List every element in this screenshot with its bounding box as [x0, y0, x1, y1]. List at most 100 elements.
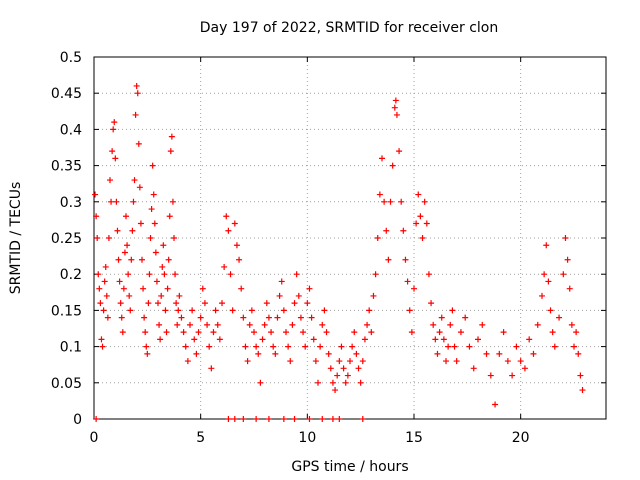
y-tick-label: 0.45 [51, 86, 82, 102]
data-point [479, 321, 486, 328]
data-point [278, 278, 285, 285]
data-point [94, 235, 101, 241]
data-point [152, 249, 159, 256]
data-point [573, 329, 580, 336]
data-point [372, 271, 379, 278]
data-point [98, 336, 105, 343]
data-point [165, 256, 172, 263]
data-point [359, 358, 366, 365]
x-axis-label: GPS time / hours [291, 459, 408, 475]
y-tick-label: 0.2 [60, 267, 82, 283]
data-point [114, 227, 121, 234]
y-axis-label: SRMTID / TECUs [8, 182, 24, 295]
data-point [124, 242, 131, 249]
data-point [517, 358, 524, 365]
data-point [417, 213, 424, 220]
data-point [157, 336, 164, 343]
data-point [571, 343, 577, 350]
data-point [402, 256, 409, 263]
x-tick-label: 15 [405, 430, 423, 446]
data-point [366, 307, 373, 314]
data-point [327, 365, 334, 372]
data-point [160, 242, 167, 249]
data-point [344, 372, 351, 379]
data-point [161, 271, 168, 278]
data-point [176, 292, 183, 299]
data-point [323, 329, 330, 336]
zero-data-point [231, 416, 238, 422]
data-point [276, 292, 283, 299]
axis-ticks: 0 0.05 0.1 0.15 0.2 0.25 0.3 0.35 0.4 0.45 0.5 0 5 10… [51, 50, 606, 446]
data-point [274, 314, 281, 321]
data-point [383, 227, 390, 234]
data-point [436, 329, 443, 336]
data-point [413, 220, 420, 227]
y-tick-label: 0 [73, 412, 82, 428]
data-point [129, 227, 136, 234]
data-point [145, 300, 152, 307]
data-point [107, 177, 113, 184]
data-point [513, 343, 520, 350]
data-point [244, 358, 251, 365]
data-point [189, 307, 196, 314]
data-point [521, 365, 528, 372]
data-point [283, 329, 289, 336]
data-point [137, 220, 144, 227]
data-point [421, 198, 428, 205]
data-point [391, 104, 398, 111]
data-point [551, 343, 558, 350]
data-point [212, 307, 219, 314]
data-point [255, 350, 262, 357]
zero-data-point [329, 416, 336, 422]
data-point [206, 343, 213, 350]
data-point [231, 220, 238, 227]
data-point [95, 271, 102, 278]
zero-data-point [291, 416, 298, 422]
data-point [368, 329, 375, 336]
data-point [556, 314, 563, 321]
x-tick-label: 0 [90, 430, 99, 446]
data-point [126, 292, 133, 299]
data-point [457, 329, 464, 336]
y-tick-label: 0.35 [51, 159, 82, 175]
zero-data-point [359, 416, 366, 422]
data-point [425, 271, 432, 278]
data-point [312, 358, 319, 365]
data-point [221, 263, 228, 270]
data-point [162, 307, 169, 314]
data-point [449, 307, 456, 314]
data-point [156, 321, 163, 328]
data-point [109, 148, 116, 155]
data-point [125, 271, 132, 278]
data-point [353, 350, 360, 357]
data-point [261, 321, 268, 328]
data-point [175, 307, 182, 314]
data-point [370, 292, 377, 299]
y-tick-label: 0.1 [60, 340, 82, 356]
data-point [400, 227, 407, 234]
data-point [225, 227, 232, 234]
data-point [475, 336, 481, 343]
data-point [291, 300, 298, 307]
data-point [443, 358, 449, 365]
data-point [141, 314, 148, 321]
y-tick-label: 0.4 [60, 122, 82, 138]
data-point [151, 220, 158, 227]
data-point [172, 271, 179, 278]
data-point [131, 177, 138, 184]
x-tick-label: 5 [196, 430, 205, 446]
zero-data-point [253, 416, 260, 422]
data-point [408, 329, 415, 336]
data-point [577, 372, 584, 379]
data-point [116, 278, 123, 285]
data-point [387, 198, 394, 205]
data-point [268, 329, 275, 336]
data-point [142, 329, 149, 336]
data-point [325, 350, 332, 357]
data-point [406, 307, 413, 314]
data-point [164, 285, 171, 292]
data-point [483, 350, 490, 357]
data-point [144, 350, 151, 357]
data-point [509, 372, 516, 379]
